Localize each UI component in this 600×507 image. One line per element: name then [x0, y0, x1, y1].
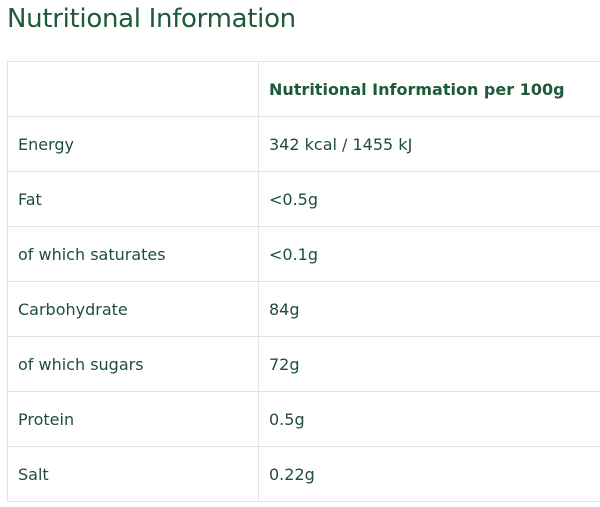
header-cell-per-100g: Nutritional Information per 100g — [258, 61, 600, 117]
table-header-row: Nutritional Information per 100g — [7, 61, 600, 117]
header-cell-empty — [7, 61, 259, 117]
page-title: Nutritional Information — [7, 4, 296, 34]
table-row: Protein 0.5g — [7, 391, 600, 447]
nutrient-name: of which saturates — [7, 226, 259, 282]
nutrient-value: <0.5g — [258, 171, 600, 227]
table-row: of which saturates <0.1g — [7, 226, 600, 282]
nutrition-table: Nutritional Information per 100g Energy 3… — [7, 61, 600, 502]
nutrient-value: 0.5g — [258, 391, 600, 447]
nutrient-name: Fat — [7, 171, 259, 227]
table-row: Carbohydrate 84g — [7, 281, 600, 337]
nutrient-name: Carbohydrate — [7, 281, 259, 337]
nutrient-name: of which sugars — [7, 336, 259, 392]
nutrient-value: 342 kcal / 1455 kJ — [258, 116, 600, 172]
table-row: Fat <0.5g — [7, 171, 600, 227]
nutrient-value: 84g — [258, 281, 600, 337]
table-row: Salt 0.22g — [7, 446, 600, 502]
nutrient-name: Energy — [7, 116, 259, 172]
nutrient-name: Salt — [7, 446, 259, 502]
nutrient-value: 72g — [258, 336, 600, 392]
nutrient-value: <0.1g — [258, 226, 600, 282]
table-row: of which sugars 72g — [7, 336, 600, 392]
table-row: Energy 342 kcal / 1455 kJ — [7, 116, 600, 172]
nutrient-value: 0.22g — [258, 446, 600, 502]
nutrient-name: Protein — [7, 391, 259, 447]
